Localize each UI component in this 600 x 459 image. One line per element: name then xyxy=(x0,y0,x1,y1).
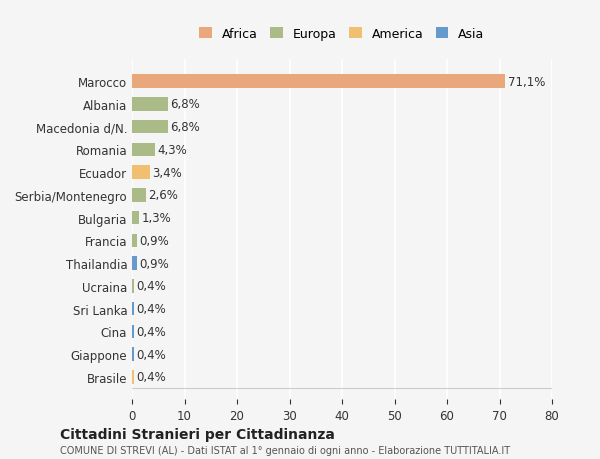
Bar xyxy=(132,234,137,248)
Text: 0,4%: 0,4% xyxy=(137,280,166,293)
Text: 0,9%: 0,9% xyxy=(139,257,169,270)
Bar xyxy=(132,75,505,89)
Text: 6,8%: 6,8% xyxy=(170,121,200,134)
Text: 0,4%: 0,4% xyxy=(137,325,166,338)
Text: 2,6%: 2,6% xyxy=(148,189,178,202)
Bar xyxy=(132,280,134,293)
Bar xyxy=(132,211,139,225)
Bar xyxy=(132,302,134,316)
Text: 0,4%: 0,4% xyxy=(137,302,166,315)
Bar xyxy=(132,347,134,361)
Text: 71,1%: 71,1% xyxy=(508,75,545,89)
Bar xyxy=(132,325,134,338)
Bar xyxy=(132,121,168,134)
Bar xyxy=(132,166,150,179)
Bar xyxy=(132,143,155,157)
Bar xyxy=(132,370,134,384)
Text: 0,4%: 0,4% xyxy=(137,348,166,361)
Text: COMUNE DI STREVI (AL) - Dati ISTAT al 1° gennaio di ogni anno - Elaborazione TUT: COMUNE DI STREVI (AL) - Dati ISTAT al 1°… xyxy=(60,446,510,455)
Bar xyxy=(132,189,146,202)
Text: Cittadini Stranieri per Cittadinanza: Cittadini Stranieri per Cittadinanza xyxy=(60,427,335,442)
Bar xyxy=(132,98,168,112)
Text: 0,9%: 0,9% xyxy=(139,235,169,247)
Text: 0,4%: 0,4% xyxy=(137,370,166,384)
Legend: Africa, Europa, America, Asia: Africa, Europa, America, Asia xyxy=(193,22,491,47)
Bar xyxy=(132,257,137,270)
Text: 4,3%: 4,3% xyxy=(157,144,187,157)
Text: 6,8%: 6,8% xyxy=(170,98,200,111)
Text: 1,3%: 1,3% xyxy=(142,212,171,224)
Text: 3,4%: 3,4% xyxy=(152,166,182,179)
